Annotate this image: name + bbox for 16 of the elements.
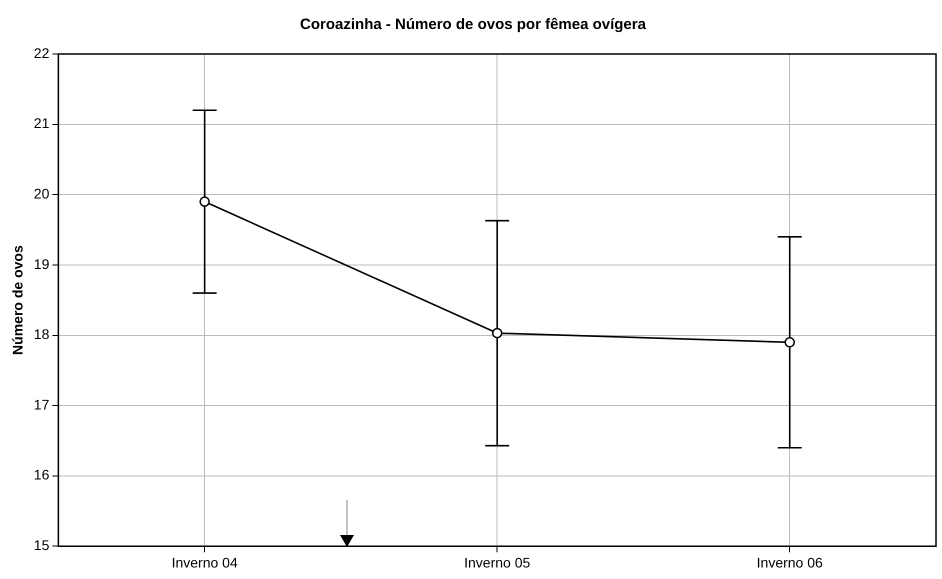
point: [784, 337, 795, 348]
y-tick-label: 18: [34, 326, 50, 342]
x-tick-label: Inverno 04: [172, 554, 238, 570]
y-tick-label: 20: [34, 185, 50, 202]
point: [199, 196, 210, 207]
y-tick-label: 15: [34, 537, 50, 554]
chart-title: Coroazinha - Número de ovos por fêmea ovígera: [300, 16, 647, 34]
y-tick-label: 19: [34, 256, 50, 272]
y-tick-label: 22: [34, 44, 50, 61]
x-tick-label: Inverno 06: [756, 554, 824, 570]
y-tick-label: 16: [34, 466, 50, 483]
y-tick-label: 17: [34, 396, 50, 412]
y-axis-title: Número de ovos: [9, 245, 26, 355]
x-tick-label: Inverno 05: [464, 554, 530, 570]
point: [492, 328, 502, 338]
y-tick-label: 21: [34, 115, 50, 132]
